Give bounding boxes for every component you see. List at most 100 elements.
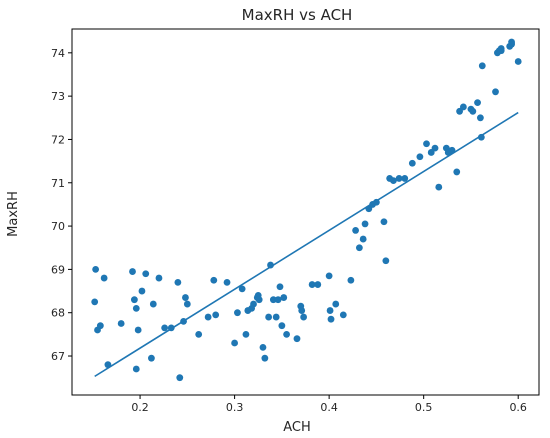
x-tick-label: 0.3 bbox=[226, 401, 244, 414]
data-point bbox=[161, 324, 169, 332]
x-axis: 0.2 0.3 0.4 0.5 0.6 bbox=[131, 395, 527, 414]
data-point bbox=[149, 300, 157, 308]
x-tick-label: 0.5 bbox=[415, 401, 433, 414]
data-point bbox=[96, 322, 104, 330]
data-point bbox=[325, 272, 333, 280]
x-tick-label: 0.2 bbox=[131, 401, 149, 414]
y-tick-label: 71 bbox=[51, 177, 65, 190]
data-point bbox=[176, 374, 184, 382]
data-point bbox=[478, 62, 486, 70]
data-point bbox=[255, 296, 263, 304]
data-point bbox=[204, 313, 212, 321]
data-point bbox=[339, 311, 347, 319]
regression-line bbox=[94, 111, 519, 378]
data-point bbox=[390, 177, 397, 185]
y-tick-label: 67 bbox=[51, 350, 65, 363]
data-point bbox=[265, 313, 273, 321]
data-point bbox=[308, 281, 316, 288]
data-point bbox=[395, 175, 403, 182]
data-point bbox=[408, 159, 416, 167]
data-point bbox=[431, 144, 439, 152]
data-point bbox=[300, 313, 308, 321]
data-point bbox=[261, 354, 269, 362]
data-point bbox=[382, 257, 390, 265]
plot-area bbox=[91, 38, 522, 382]
data-point bbox=[327, 315, 335, 323]
chart-title: MaxRH vs ACH bbox=[242, 6, 353, 24]
data-point bbox=[293, 335, 301, 343]
data-point bbox=[138, 287, 146, 295]
data-point bbox=[359, 235, 367, 243]
data-point bbox=[269, 296, 277, 304]
data-point bbox=[283, 330, 290, 338]
data-point bbox=[132, 304, 140, 312]
data-point bbox=[469, 107, 477, 115]
data-point bbox=[183, 300, 191, 308]
data-point bbox=[476, 114, 484, 122]
y-tick-label: 70 bbox=[51, 220, 65, 233]
data-point bbox=[477, 133, 485, 141]
data-point bbox=[100, 274, 108, 282]
y-axis: 67 68 69 70 71 72 73 74 bbox=[51, 47, 72, 363]
y-tick-label: 74 bbox=[51, 47, 65, 60]
data-point bbox=[274, 296, 282, 304]
data-point bbox=[212, 311, 220, 319]
data-point bbox=[492, 88, 499, 96]
data-point bbox=[298, 307, 306, 314]
x-axis-label: ACH bbox=[283, 420, 311, 435]
data-point bbox=[416, 153, 424, 161]
data-point bbox=[332, 300, 340, 308]
data-point bbox=[117, 320, 125, 327]
data-point bbox=[508, 40, 515, 48]
data-point bbox=[130, 296, 138, 304]
data-point bbox=[352, 227, 359, 234]
data-point bbox=[423, 140, 430, 148]
data-point bbox=[91, 298, 99, 306]
data-point bbox=[242, 330, 250, 338]
data-point bbox=[174, 278, 182, 286]
data-point bbox=[142, 270, 150, 278]
data-point bbox=[514, 58, 522, 65]
data-point bbox=[259, 343, 267, 351]
data-point bbox=[267, 261, 274, 269]
y-tick-label: 69 bbox=[51, 263, 65, 276]
data-point bbox=[326, 307, 334, 314]
data-point bbox=[250, 300, 257, 308]
y-axis-label: MaxRH bbox=[6, 191, 21, 237]
data-point bbox=[155, 274, 163, 282]
y-tick-label: 73 bbox=[51, 90, 65, 103]
data-point bbox=[380, 218, 388, 226]
data-point bbox=[453, 168, 461, 176]
data-point bbox=[278, 322, 286, 330]
data-point bbox=[401, 175, 409, 182]
data-point bbox=[231, 339, 239, 347]
data-point bbox=[210, 276, 218, 284]
data-point bbox=[238, 285, 246, 293]
data-point bbox=[272, 313, 280, 321]
data-point bbox=[148, 354, 155, 362]
y-tick-label: 72 bbox=[51, 133, 65, 146]
axes-frame bbox=[71, 28, 540, 396]
data-point bbox=[497, 47, 505, 55]
data-point bbox=[347, 276, 355, 284]
y-tick-label: 68 bbox=[51, 307, 65, 320]
data-point bbox=[314, 281, 322, 288]
data-point bbox=[182, 294, 189, 301]
data-point bbox=[361, 220, 369, 228]
data-point bbox=[474, 99, 481, 107]
data-point bbox=[223, 278, 231, 286]
data-point bbox=[435, 183, 443, 191]
data-point bbox=[276, 283, 284, 291]
data-point bbox=[234, 309, 241, 317]
data-point bbox=[129, 268, 136, 275]
data-point bbox=[134, 326, 142, 334]
x-tick-label: 0.4 bbox=[320, 401, 338, 414]
data-point bbox=[92, 265, 100, 273]
data-point bbox=[355, 244, 363, 252]
data-point bbox=[459, 103, 467, 111]
data-point bbox=[195, 330, 203, 338]
x-tick-label: 0.6 bbox=[509, 401, 527, 414]
data-point bbox=[280, 294, 288, 301]
data-point bbox=[132, 365, 140, 373]
